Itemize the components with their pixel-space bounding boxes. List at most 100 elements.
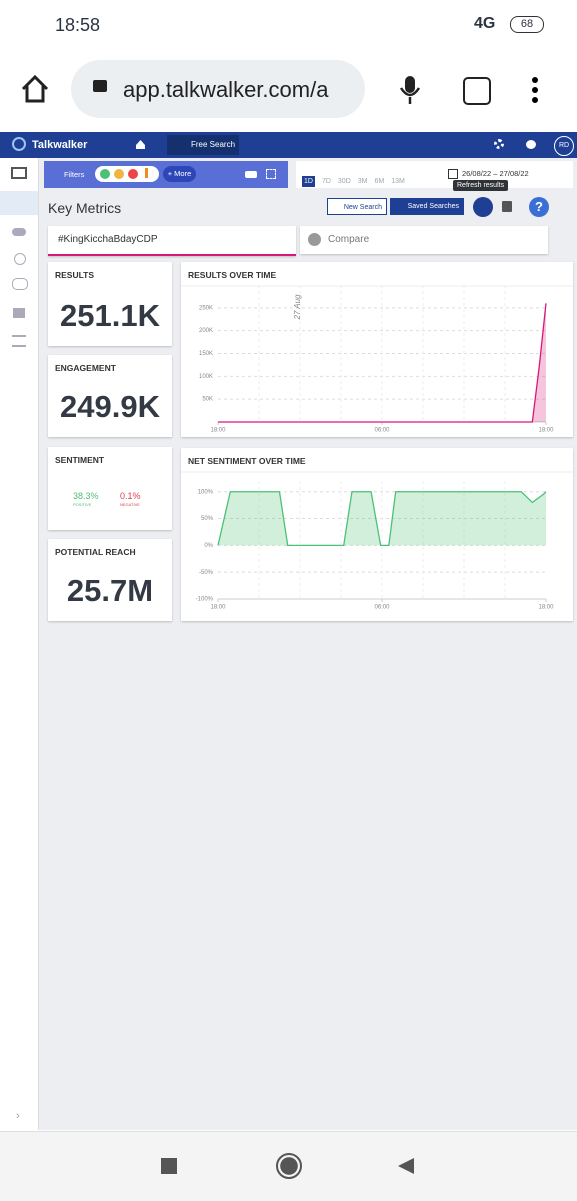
range-option[interactable]: 6M <box>374 178 385 185</box>
metric-value: 25.7M <box>66 573 154 608</box>
query-tab[interactable]: #KingKicchaBdayCDP <box>48 226 296 256</box>
chart: 50K 100K 150K 200K 250K 18:00 06:00 18:00 27 Aug <box>181 285 573 434</box>
x-tick-label: 06:00 <box>374 428 390 434</box>
y-tick-label: -100% <box>196 597 214 603</box>
metric-label: RESULTS <box>55 270 95 280</box>
metric-value: 251.1K <box>60 298 160 333</box>
range-option[interactable]: 3M <box>357 178 368 185</box>
nav-icon[interactable] <box>12 335 26 347</box>
chart: 100% 50% 0% -50% -100% 18:00 06:00 18:00 <box>181 471 573 611</box>
range-option[interactable]: 30D <box>337 178 351 185</box>
positive-value: 38.3% <box>73 491 99 501</box>
y-tick-label: 200K <box>199 328 213 334</box>
nav-bar <box>0 1131 577 1201</box>
page-title: Key Metrics <box>48 200 122 216</box>
save-button[interactable] <box>502 201 512 212</box>
tabs-icon[interactable] <box>463 77 491 105</box>
compare: Compare <box>328 234 370 245</box>
nav-icon[interactable] <box>14 253 26 265</box>
nav-icon[interactable] <box>12 228 26 236</box>
chart-card: NET SENTIMENT OVER TIME 100% 50% 0% -50% -10… <box>181 448 573 621</box>
battery: 68 <box>510 16 544 33</box>
refresh-button[interactable] <box>473 197 493 217</box>
x-tick-label: 06:00 <box>374 605 390 611</box>
range-bar: 1D 7D 30D 3M 6M 13M 26/08/22 – 27/08/22 <box>296 161 573 188</box>
nav-icon[interactable] <box>12 278 28 290</box>
sidebar: › <box>0 158 39 1130</box>
chart-title: NET SENTIMENT OVER TIME <box>188 456 306 466</box>
app-nav: Talkwalker Free Search RD <box>0 132 577 158</box>
y-tick-label: 100K <box>199 374 213 380</box>
y-tick-label: 100% <box>198 489 214 495</box>
range-option[interactable]: 13M <box>391 178 405 185</box>
home-button[interactable] <box>276 1153 302 1179</box>
saved-searches[interactable]: Saved Searches <box>390 198 464 215</box>
network: 4G <box>474 15 496 32</box>
y-tick-label: 150K <box>199 351 213 357</box>
settings-icon[interactable] <box>494 139 504 149</box>
chart-title: RESULTS OVER TIME <box>188 270 277 280</box>
line <box>218 303 547 423</box>
avatar[interactable]: RD <box>554 136 574 156</box>
metric-card: SENTIMENT 38.3% POSITIVE 0.1% NEGATIVE <box>48 447 172 530</box>
tooltip: Refresh results <box>453 180 509 191</box>
annotation: 27 Aug <box>293 294 302 321</box>
free-search[interactable]: Free Search <box>167 135 239 155</box>
x-tick-label: 18:00 <box>210 605 226 611</box>
more-filters[interactable]: + More <box>163 166 196 182</box>
recents-button[interactable] <box>161 1158 177 1174</box>
chart-card: RESULTS OVER TIME 50K 100K 150K 200K 250K 18:… <box>181 262 573 437</box>
x-tick-label: 18:00 <box>538 605 554 611</box>
time: 18:58 <box>55 15 101 35</box>
chat-icon[interactable] <box>526 140 536 149</box>
metric-label: ENGAGEMENT <box>55 363 116 373</box>
lock-icon <box>93 80 107 92</box>
menu-icon[interactable] <box>530 76 540 106</box>
range-option[interactable]: 7D <box>321 178 331 185</box>
range-option[interactable]: 1D <box>302 176 315 187</box>
expand[interactable]: › <box>16 1110 20 1122</box>
nav-icon[interactable] <box>13 308 25 318</box>
metric-card: RESULTS 251.1K <box>48 262 172 346</box>
area <box>218 491 546 546</box>
status-bar: 18:58 4G 68 <box>0 0 577 50</box>
compare-tab[interactable]: Compare <box>300 226 548 254</box>
positive-label: POSITIVE <box>73 502 92 507</box>
y-tick-label: 50K <box>202 397 213 403</box>
back-button[interactable] <box>396 1156 416 1176</box>
browser-bar: app.talkwalker.com/a <box>0 50 577 130</box>
filters[interactable]: Filters <box>64 170 85 179</box>
query-name: #KingKicchaBdayCDP <box>58 234 158 245</box>
metric-card: ENGAGEMENT 249.9K <box>48 355 172 437</box>
url: app.talkwalker.com/a <box>123 77 329 102</box>
metric-card: POTENTIAL REACH 25.7M <box>48 539 172 621</box>
help-button[interactable]: ? <box>529 197 549 217</box>
mic-icon[interactable] <box>398 74 422 106</box>
y-tick-label: -50% <box>199 570 214 576</box>
filter-bar: Filters + More <box>44 161 288 188</box>
sentiment-filter[interactable] <box>95 166 159 182</box>
logo <box>12 137 26 151</box>
y-tick-label: 0% <box>204 543 213 549</box>
fullscreen-icon[interactable] <box>266 169 276 179</box>
home-button[interactable] <box>135 139 146 150</box>
new-search[interactable]: New Search <box>327 198 387 215</box>
negative-value: 0.1% <box>120 491 141 501</box>
home-icon[interactable] <box>20 74 50 104</box>
y-tick-label: 250K <box>199 305 213 311</box>
line <box>217 491 547 547</box>
metric-value: 249.9K <box>60 389 160 424</box>
url-bar[interactable]: app.talkwalker.com/a <box>71 60 365 118</box>
range-list: 1D 7D 30D 3M 6M 13M <box>302 170 412 188</box>
y-tick-label: 50% <box>201 516 214 522</box>
nav-icon[interactable] <box>11 167 27 179</box>
x-tick-label: 18:00 <box>210 428 226 434</box>
date-range[interactable]: 26/08/22 – 27/08/22 <box>462 169 529 178</box>
nav-icon-active[interactable] <box>0 191 38 215</box>
calendar-icon[interactable] <box>448 169 458 179</box>
brand: Talkwalker <box>32 139 88 151</box>
negative-label: NEGATIVE <box>120 502 140 507</box>
metric-label: SENTIMENT <box>55 455 105 465</box>
clear-icon[interactable] <box>245 171 257 178</box>
